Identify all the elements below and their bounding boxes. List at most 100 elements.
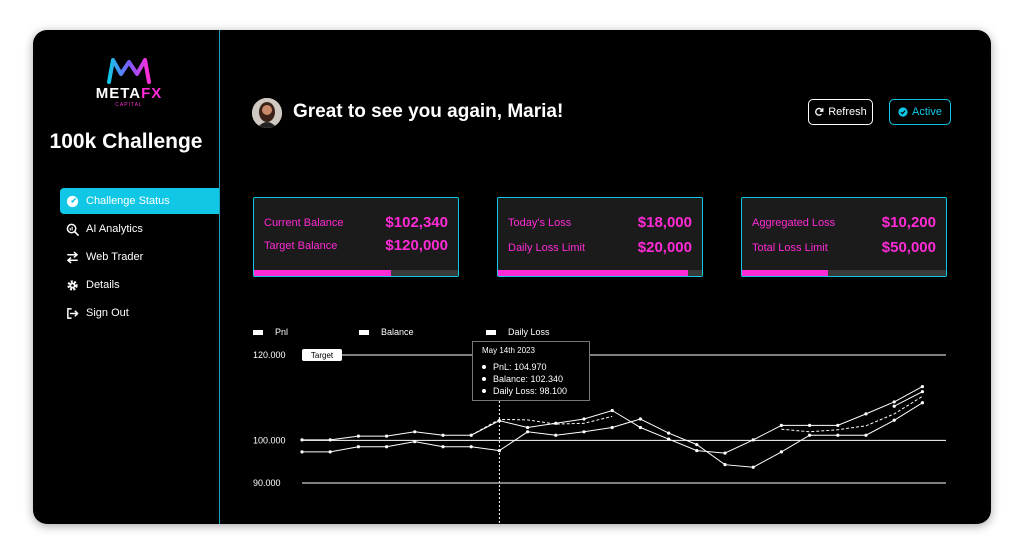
data-point [441,445,445,449]
data-point [554,421,558,425]
data-point [300,450,304,454]
check-circle-icon [898,107,908,117]
legend-swatch [253,329,263,335]
progress-fill [254,270,391,276]
data-point [864,433,868,437]
data-point [920,401,925,405]
avatar[interactable] [252,98,282,128]
tooltip-row: Daily Loss: 98.100 [482,385,580,397]
data-point [892,400,896,404]
tooltip-row-text: PnL: 104.970 [493,362,547,372]
status-label: Active [912,106,942,118]
data-point [413,430,417,434]
data-point [920,390,925,394]
card-label: Daily Loss Limit [508,241,586,254]
daily-loss-card: Today's Loss $18,000 Daily Loss Limit $2… [497,197,703,277]
card-value: $20,000 [637,239,692,256]
metafx-logo-mark-icon [107,58,151,84]
gear-icon [65,278,79,292]
sidebar-item-label: Challenge Status [86,195,170,207]
refresh-label: Refresh [828,106,867,118]
progress-bar [498,270,702,276]
data-point [610,425,614,430]
data-point [667,437,671,441]
data-point [582,417,586,421]
data-point [723,451,727,455]
legend-item-balance[interactable]: Balance [359,327,414,337]
data-point [413,440,417,444]
target-label: Target [311,351,334,360]
sidebar-item-ai-analytics[interactable]: AI Analytics [60,216,219,242]
data-point [497,448,501,453]
analytics-search-icon [65,222,79,236]
tooltip-row: PnL: 104.970 [482,361,580,373]
tooltip-date: May 14th 2023 [482,346,535,355]
data-point [385,434,389,438]
sidebar-item-label: Sign Out [86,307,129,319]
dashboard-gauge-icon [65,194,79,208]
data-point [328,450,332,454]
progress-fill [742,270,828,276]
data-point [638,417,642,421]
legend-item-pnl[interactable]: Pnl [253,327,288,337]
sidebar-item-challenge-status[interactable]: Challenge Status [60,188,219,214]
data-point [808,423,812,427]
status-badge[interactable]: Active [889,99,951,125]
bullet-dot-icon [482,365,486,369]
target-badge [302,349,342,361]
card-value: $120,000 [385,237,448,254]
sidebar-item-label: AI Analytics [86,223,143,235]
y-tick-label: 100.000 [253,435,286,445]
legend-label: Pnl [275,327,289,337]
card-value: $18,000 [637,214,692,231]
sidebar-item-sign-out[interactable]: Sign Out [60,300,219,326]
refresh-icon [814,107,824,117]
sidebar-item-details[interactable]: Details [60,272,219,298]
data-point [554,433,558,437]
sign-out-icon [65,306,79,320]
y-tick-label: 90.000 [253,478,281,488]
tooltip-row-text: Balance: 102.340 [493,374,564,384]
card-value: $50,000 [881,239,936,256]
logo-subtitle: CAPITAL [115,102,143,108]
data-point [526,430,530,434]
legend-item-daily-loss[interactable]: Daily Loss [486,327,550,337]
data-point [892,404,896,408]
card-label: Current Balance [264,216,344,229]
progress-bar [254,270,458,276]
legend-swatch [486,329,496,335]
data-point [610,408,614,413]
balance-card: Current Balance $102,340 Target Balance … [253,197,459,277]
legend-label: Daily Loss [508,327,550,337]
logo-wordmark: METAFX [95,85,163,102]
series-line-daily-loss [781,395,923,433]
data-point [864,412,868,416]
card-label: Total Loss Limit [752,241,828,254]
data-point [892,418,896,422]
chart-legend: Pnl Balance Daily Loss [253,327,753,341]
series-line-daily-loss [893,391,923,407]
sidebar-item-label: Web Trader [86,251,144,263]
tooltip-row-text: Daily Loss: 98.100 [493,386,568,396]
card-value: $10,200 [881,214,936,231]
data-point [385,445,389,449]
chart-tooltip: May 14th 2023 PnL: 104.970 Balance: 102.… [472,341,590,401]
data-point [779,450,784,454]
data-point [356,445,360,449]
greeting-title: Great to see you again, Maria! [293,101,564,122]
data-point [356,434,360,438]
data-point [526,425,530,430]
sidebar-item-web-trader[interactable]: Web Trader [60,244,219,270]
line-chart: 120.000 100.000 90.000 Target [253,349,946,524]
data-point [920,384,925,389]
app-window: METAFX CAPITAL 100k Challenge Challenge … [33,30,991,524]
data-point [638,425,642,430]
y-tick-label: 120.000 [253,350,286,360]
swap-arrows-icon [65,250,79,264]
series-line-pnl [302,386,923,454]
progress-bar [742,270,946,276]
sidebar-nav: Challenge Status AI Analytics Web Trader… [60,188,219,328]
refresh-button[interactable]: Refresh [808,99,873,125]
data-point [836,423,840,427]
legend-label: Balance [381,327,414,337]
